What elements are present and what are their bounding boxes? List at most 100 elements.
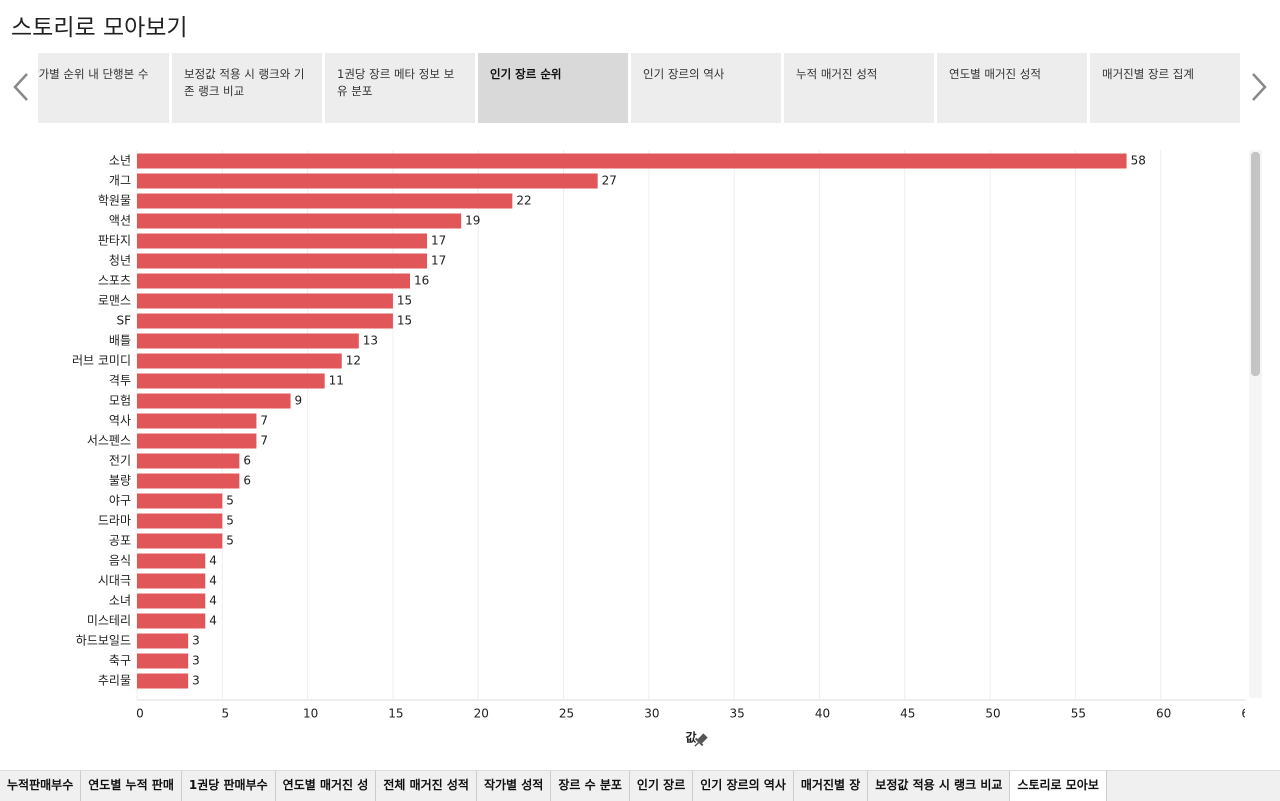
y-tick-label: 학원물 [98,194,131,208]
sheet-tab[interactable]: 연도별 매거진 성 [276,771,377,801]
bar [137,493,223,509]
chart: 값 05101520253035404550556065소년58개그27학원물2… [72,150,1245,750]
story-point[interactable]: 인기 장르의 역사 [631,53,781,123]
data-label: 22 [516,194,531,208]
x-tick-label: 20 [474,707,489,721]
bar [137,413,257,429]
y-tick-label: 판타지 [98,234,131,248]
bar [137,153,1127,169]
scrollbar[interactable] [1251,152,1260,376]
x-tick-label: 25 [559,707,574,721]
bar [137,233,428,249]
data-label: 27 [602,174,617,188]
sheet-tab[interactable]: 매거진별 장 [794,771,869,801]
data-label: 5 [226,494,234,508]
bar [137,533,223,549]
sheet-tab[interactable]: 1권당 판매부수 [182,771,276,801]
y-tick-label: 하드보일드 [76,634,131,648]
story-point[interactable]: 작가별 순위 내 단행본 수 [38,53,169,123]
y-tick-label: 음식 [109,554,131,568]
data-label: 6 [243,454,251,468]
next-arrow[interactable] [1250,72,1268,102]
y-tick-label: 모험 [109,394,131,408]
bar [137,573,206,589]
story-title: 스토리로 모아보기 [11,15,188,41]
story-navigator: 작가별 순위 내 단행본 수 보정값 적용 시 랭크와 기존 랭크 비교 1권당 장… [38,53,1241,123]
x-tick-label: 60 [1156,707,1171,721]
sheet-tab[interactable]: 연도별 누적 판매 [81,771,182,801]
y-tick-label: 스포츠 [98,274,131,288]
data-label: 4 [209,614,217,628]
y-tick-label: 역사 [109,414,131,428]
story-point[interactable]: 인기 장르 순위 [478,53,628,123]
bar [137,653,189,669]
x-tick-label: 50 [985,707,1000,721]
y-tick-label: 배틀 [109,334,131,348]
data-label: 17 [431,234,446,248]
data-label: 15 [397,314,412,328]
y-tick-label: 드라마 [98,514,131,528]
x-tick-label: 5 [221,707,229,721]
bar [137,173,598,189]
data-label: 3 [192,674,200,688]
bar [137,353,342,369]
data-label: 15 [397,294,412,308]
data-label: 6 [243,474,251,488]
y-tick-label: 액션 [109,214,131,228]
data-label: 13 [363,334,378,348]
sheet-tab[interactable]: 작가별 성적 [477,771,552,801]
bar [137,553,206,569]
data-label: 5 [226,514,234,528]
sheet-tab[interactable]: 인기 장르 [630,771,694,801]
bar [137,633,189,649]
data-label: 4 [209,554,217,568]
sheet-tab[interactable]: 인기 장르의 역사 [693,771,794,801]
y-tick-label: 전기 [109,454,131,468]
story-point[interactable]: 누적 매거진 성적 [784,53,934,123]
data-label: 58 [1131,154,1146,168]
x-tick-label: 65 [1241,707,1245,721]
data-label: 5 [226,534,234,548]
sheet-tab[interactable]: 보정값 적용 시 랭크 비교 [868,771,1011,801]
bar [137,453,240,469]
y-tick-label: 러브 코미디 [72,354,131,368]
y-tick-label: 청년 [109,254,131,268]
data-label: 17 [431,254,446,268]
y-tick-label: 개그 [109,174,131,188]
sheet-tab[interactable]: 스토리로 모아보 [1010,771,1107,801]
data-label: 11 [329,374,344,388]
x-tick-label: 40 [815,707,830,721]
sheet-tab[interactable]: 전체 매거진 성적 [376,771,477,801]
y-tick-label: 추리물 [98,674,131,688]
y-tick-label: 축구 [109,654,131,668]
data-label: 4 [209,574,217,588]
x-tick-label: 55 [1071,707,1086,721]
y-tick-label: SF [116,314,131,328]
story-point[interactable]: 연도별 매거진 성적 [937,53,1087,123]
bar [137,213,462,229]
story-point[interactable]: 1권당 장르 메타 정보 보유 분포 [325,53,475,123]
pin-icon[interactable] [691,732,709,750]
x-tick-label: 0 [136,707,144,721]
story-point[interactable]: 매거진별 장르 집계 [1090,53,1240,123]
x-tick-label: 10 [303,707,318,721]
story-point[interactable]: 보정값 적용 시 랭크와 기존 랭크 비교 [172,53,322,123]
sheet-tabs: 누적판매부수 연도별 누적 판매 1권당 판매부수 연도별 매거진 성 전체 매거진 성… [0,770,1280,801]
data-label: 7 [260,414,268,428]
data-label: 9 [295,394,303,408]
prev-arrow[interactable] [12,72,30,102]
bar [137,593,206,609]
x-tick-label: 15 [388,707,403,721]
sheet-tab[interactable]: 누적판매부수 [0,771,82,801]
bar [137,673,189,689]
sheet-tab[interactable]: 장르 수 분포 [551,771,630,801]
bar [137,613,206,629]
x-tick-label: 30 [644,707,659,721]
y-tick-label: 격투 [109,374,131,388]
y-tick-label: 소녀 [109,594,131,608]
x-tick-label: 35 [730,707,745,721]
y-tick-label: 소년 [109,154,131,168]
data-label: 12 [346,354,361,368]
bar [137,433,257,449]
